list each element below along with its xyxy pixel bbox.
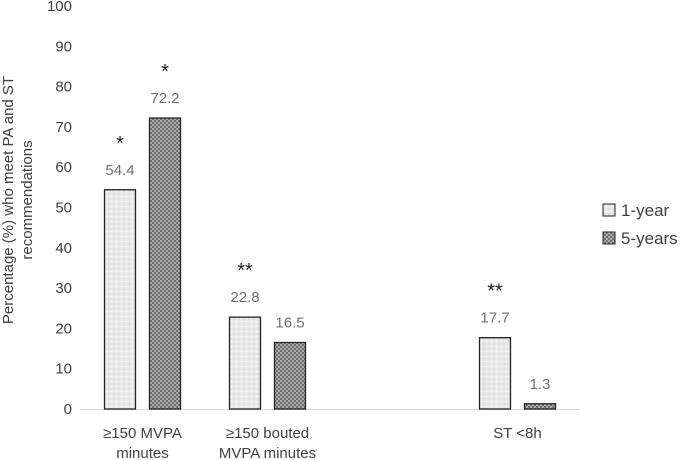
bar xyxy=(523,403,557,410)
significance-mark: * xyxy=(116,133,124,155)
y-axis-title-line: Percentage (%) who meet PA and ST xyxy=(0,76,17,324)
legend-swatch xyxy=(602,231,616,245)
y-tick-label: 100 xyxy=(47,0,72,15)
y-tick-label: 80 xyxy=(55,79,72,96)
bar xyxy=(103,189,137,410)
legend: 1-year 5-years xyxy=(602,201,678,248)
category-labels: ≥150 MVPA minutes ≥150 bouted MVPA minutes S… xyxy=(103,425,542,460)
category-label: ≥150 bouted xyxy=(226,425,309,442)
data-label: 16.5 xyxy=(275,315,304,332)
y-tick-label: 40 xyxy=(55,240,72,257)
data-label: 22.8 xyxy=(230,289,259,306)
y-axis-label: Percentage (%) who meet PA and ST recomme… xyxy=(0,76,36,324)
significance-mark: * xyxy=(161,61,169,83)
y-tick-label: 90 xyxy=(55,38,72,55)
y-tick-label: 60 xyxy=(55,159,72,176)
significance-marks: ****** xyxy=(116,61,503,303)
y-axis-ticks: 0 10 20 30 40 50 60 70 80 90 100 xyxy=(47,0,72,418)
y-tick-label: 50 xyxy=(55,200,72,217)
category-label: minutes xyxy=(116,445,169,460)
y-axis-title: Percentage (%) who meet PA and ST recomme… xyxy=(0,76,36,324)
bar xyxy=(478,337,512,410)
legend-swatch xyxy=(602,203,616,217)
bar xyxy=(148,117,182,410)
data-labels: 54.4 72.2 22.8 16.5 17.7 1.3 xyxy=(105,90,550,393)
data-label: 1.3 xyxy=(530,376,551,393)
y-tick-label: 20 xyxy=(55,320,72,337)
y-axis-title-line: recommendations xyxy=(19,140,36,259)
data-label: 17.7 xyxy=(480,310,509,327)
bars xyxy=(103,117,557,410)
y-tick-label: 0 xyxy=(64,401,72,418)
significance-mark: ** xyxy=(237,260,253,282)
category-label: MVPA minutes xyxy=(219,445,316,460)
category-label: ≥150 MVPA xyxy=(103,425,182,442)
bar xyxy=(228,316,262,410)
category-label: ST <8h xyxy=(493,425,542,442)
data-label: 54.4 xyxy=(105,162,134,179)
legend-label: 1-year xyxy=(621,201,670,220)
bar xyxy=(273,341,307,410)
data-label: 72.2 xyxy=(150,90,179,107)
legend-label: 5-years xyxy=(621,229,678,248)
significance-mark: ** xyxy=(487,281,503,303)
y-tick-label: 70 xyxy=(55,119,72,136)
y-tick-label: 10 xyxy=(55,361,72,378)
y-tick-label: 30 xyxy=(55,280,72,297)
